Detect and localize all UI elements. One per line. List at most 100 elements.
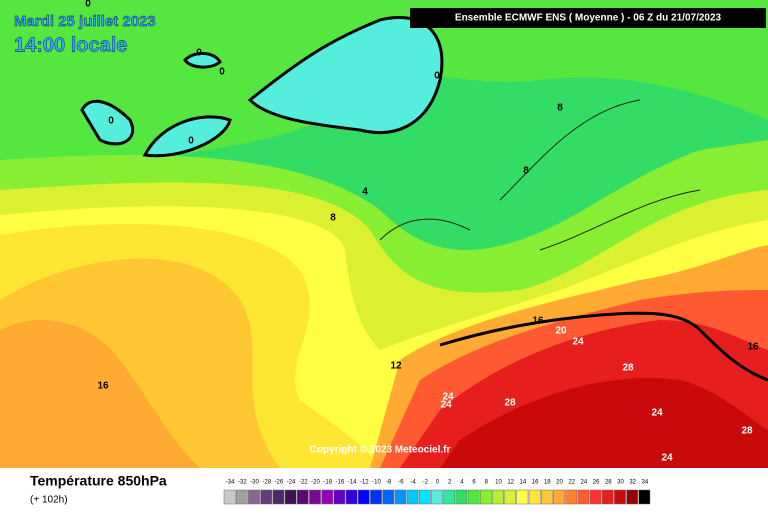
model-box [410, 8, 766, 28]
legend-label: -2 [423, 480, 429, 486]
legend-swatch [479, 489, 492, 505]
model-info: Ensemble ECMWF ENS ( Moyenne ) - 06 Z du… [455, 13, 722, 24]
contour-label: 0 [434, 71, 440, 82]
contour-label: 8 [557, 103, 563, 114]
contour-24 [439, 311, 768, 382]
legend-swatch [638, 489, 651, 505]
legend-label: -28 [262, 480, 271, 486]
legend-swatch [467, 489, 480, 505]
contour-label: 24 [440, 400, 452, 411]
legend-swatch [614, 489, 626, 505]
legend-label: -30 [250, 480, 259, 486]
legend-label: -12 [360, 480, 369, 486]
legend-swatch [309, 489, 321, 505]
region-30 [440, 378, 768, 468]
legend-label: -8 [386, 480, 392, 486]
legend-swatch [223, 489, 236, 505]
legend-label: 12 [507, 480, 514, 486]
footer-title: Température 850hPa [30, 473, 167, 489]
legend-label: 18 [544, 480, 551, 486]
legend-swatch [418, 489, 431, 505]
legend-swatch [394, 489, 407, 505]
legend-swatch [577, 489, 590, 505]
legend-swatch [565, 489, 578, 505]
contour-label: 4 [362, 187, 368, 198]
legend-label: 16 [532, 480, 539, 486]
legend-swatch [296, 489, 309, 505]
contour-label: 0 [196, 48, 202, 59]
footer-subtitle: (+ 102h) [30, 495, 68, 506]
legend-label: -10 [372, 480, 381, 486]
legend-label: 4 [460, 480, 464, 486]
legend-swatch [626, 489, 639, 505]
legend-label: -20 [311, 480, 320, 486]
legend-swatch [516, 489, 529, 505]
legend-swatch [333, 489, 346, 505]
legend-label: 14 [520, 480, 527, 486]
legend-label: 20 [556, 480, 563, 486]
legend-label: -6 [398, 480, 404, 486]
legend-swatch [455, 489, 468, 505]
region-20 [0, 320, 200, 468]
contour-label: 16 [97, 381, 109, 392]
legend-label: -22 [299, 480, 308, 486]
legend-label: 6 [472, 480, 476, 486]
legend-swatch [406, 489, 419, 505]
legend-label: 34 [642, 480, 649, 486]
legend-swatch [601, 489, 614, 505]
contour-label: 0 [108, 116, 114, 127]
legend-label: -14 [348, 480, 357, 486]
legend-label: -26 [275, 480, 284, 486]
legend-label: -24 [287, 480, 296, 486]
legend-swatch [443, 489, 456, 505]
legend-label: 10 [495, 480, 502, 486]
cold-cells [80, 52, 232, 158]
legend-label: -4 [410, 480, 416, 486]
legend-swatch [260, 489, 273, 505]
contour-label: 24 [442, 392, 454, 403]
legend-label: 26 [593, 480, 600, 486]
contour-label: 8 [523, 166, 529, 177]
legend-label: 22 [568, 480, 575, 486]
legend-swatch [370, 489, 382, 505]
legend-swatch [589, 489, 602, 505]
legend-label: 2 [448, 480, 452, 486]
time: 14:00 locale [14, 34, 127, 56]
legend-swatch [504, 489, 517, 505]
legend-swatch [345, 489, 358, 505]
legend-label: 30 [617, 480, 624, 486]
contour-label: 8 [330, 213, 336, 224]
contour-label: 0 [188, 136, 194, 147]
legend-label: 28 [605, 480, 612, 486]
contour-label: 12 [390, 361, 402, 372]
contour-label: 16 [747, 342, 759, 353]
coastlines [379, 99, 701, 251]
cold-core [247, 16, 444, 135]
legend-swatch [492, 489, 504, 505]
legend-swatch [553, 489, 565, 505]
legend-swatch [382, 489, 395, 505]
legend-label: 32 [629, 480, 636, 486]
legend-swatch [321, 489, 334, 505]
legend-label: 0 [436, 480, 440, 486]
legend-label: 24 [581, 480, 588, 486]
contour-label: 28 [741, 426, 753, 437]
legend-label: -34 [226, 480, 235, 486]
legend-label: -32 [238, 480, 247, 486]
legend-swatch [235, 489, 248, 505]
contour-label: 28 [622, 363, 634, 374]
contour-label: 24 [572, 337, 584, 348]
contour-label: 0 [85, 0, 91, 10]
legend-label: -18 [323, 480, 332, 486]
legend-label: 8 [485, 480, 489, 486]
legend-swatch [528, 489, 541, 505]
contour-label: 24 [661, 453, 673, 464]
legend-label: -16 [336, 480, 345, 486]
contour-label: 16 [532, 316, 544, 327]
date: Mardi 25 juillet 2023 [14, 13, 156, 30]
legend-swatch [431, 489, 443, 505]
legend-swatch [272, 489, 285, 505]
legend-swatch [540, 489, 553, 505]
